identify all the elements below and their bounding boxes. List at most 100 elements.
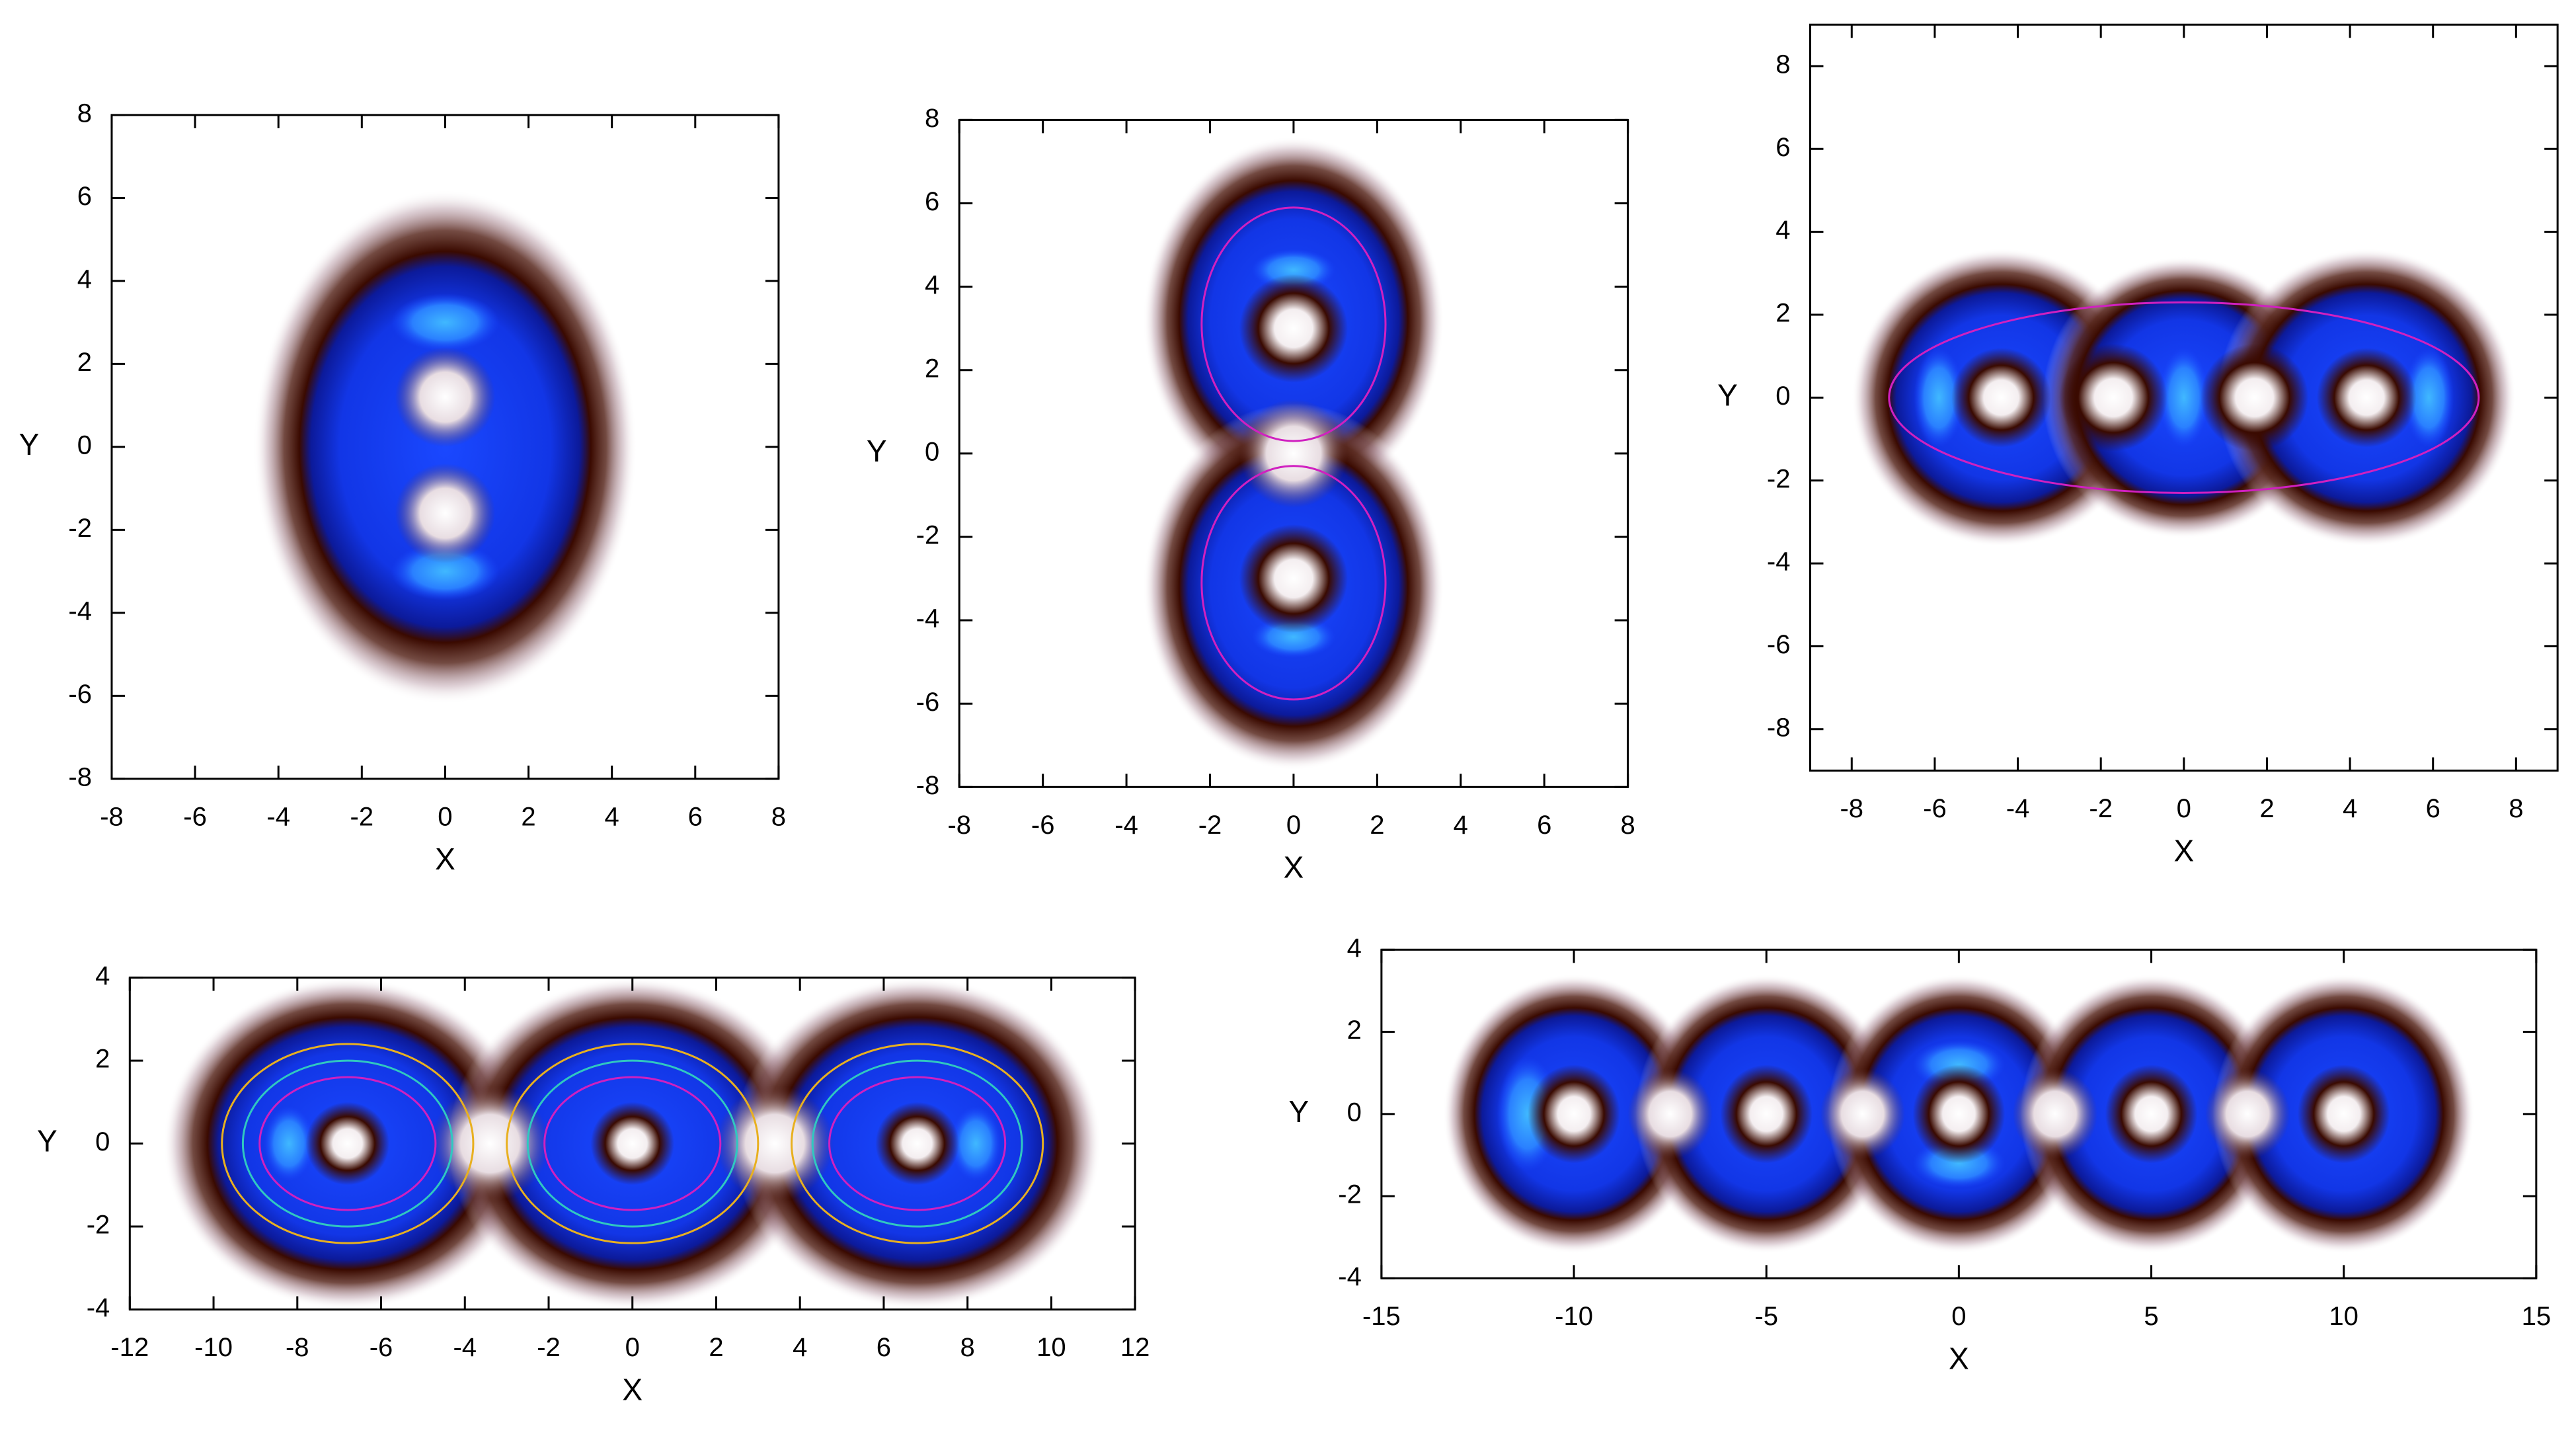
contour (811, 1059, 1023, 1228)
contour (1200, 206, 1387, 442)
y-tick-label: -8 (1767, 713, 1791, 742)
density-blob (253, 189, 637, 704)
x-tick-label: -2 (1198, 811, 1222, 840)
y-tick-label: 4 (925, 270, 939, 300)
x-tick-label: -5 (1754, 1302, 1778, 1331)
density-field (1443, 974, 2475, 1254)
y-tick-label: -4 (1767, 547, 1791, 577)
y-tick-label: -2 (1767, 464, 1791, 493)
density-spot (391, 542, 500, 601)
y-tick-label: 8 (77, 99, 92, 128)
contour (543, 1076, 722, 1211)
density-gap (395, 347, 496, 447)
y-tick-label: -2 (68, 514, 92, 543)
contour (526, 1059, 738, 1228)
x-tick-label: 0 (2177, 794, 2191, 823)
plot: -8 -6 -4 -2 0 2 4 6 8 -8 -6 -4 -2 0 2 4 6 8 X Y (1717, 23, 2559, 868)
density-gap (2012, 1068, 2097, 1160)
y-tick-label: -8 (916, 771, 940, 800)
x-tick-label: 0 (1951, 1302, 1966, 1331)
density-hole (305, 1102, 390, 1186)
x-tick-label: 12 (1120, 1333, 1150, 1362)
density-hole (1912, 1065, 2006, 1164)
x-tick-label: -6 (183, 802, 207, 831)
y-tick-label: 4 (77, 264, 92, 294)
x-tick-label: 4 (605, 802, 619, 831)
x-tick-label: 2 (709, 1333, 723, 1362)
x-tick-label: 8 (960, 1333, 975, 1362)
x-tick-label: -8 (100, 802, 124, 831)
y-axis-label: Y (37, 1124, 58, 1158)
x-tick-label: 6 (2426, 794, 2440, 823)
contour (1888, 301, 2480, 495)
x-tick-label: 8 (2509, 794, 2523, 823)
x-tick-label: 6 (877, 1333, 891, 1362)
y-tick-label: 2 (925, 354, 939, 383)
y-axis-label: Y (19, 427, 40, 462)
y-tick-label: 4 (95, 961, 110, 990)
density-hole (2316, 348, 2417, 448)
density-field (253, 189, 637, 704)
y-tick-label: -6 (1767, 630, 1791, 659)
y-axis-label: Y (1289, 1094, 1309, 1129)
y-tick-label: 2 (95, 1045, 110, 1074)
x-tick-label: 4 (793, 1333, 807, 1362)
x-tick-label: -15 (1362, 1302, 1401, 1331)
density-field (1852, 248, 2517, 547)
density-field (163, 977, 1102, 1310)
x-axis-label: X (1284, 850, 1304, 884)
density-gap (2205, 1068, 2290, 1160)
y-tick-label: 0 (95, 1127, 110, 1156)
contour (828, 1076, 1007, 1211)
contour (241, 1059, 453, 1228)
x-axis-label: X (2173, 834, 2194, 868)
x-tick-label: -2 (350, 802, 374, 831)
x-tick-label: 6 (688, 802, 703, 831)
x-tick-label: 0 (625, 1333, 640, 1362)
y-tick-label: 4 (1347, 934, 1362, 963)
contour (1200, 465, 1387, 701)
x-tick-label: -8 (1840, 794, 1863, 823)
plot: -15 -10 -5 0 5 10 15 -4 -2 0 2 4 X Y (1289, 934, 2552, 1376)
x-tick-label: 2 (2259, 794, 2274, 823)
x-tick-label: 4 (1454, 811, 1468, 840)
density-hole (2059, 343, 2167, 452)
x-tick-label: -8 (947, 811, 971, 840)
y-tick-label: 4 (1776, 216, 1790, 245)
x-tick-label: 0 (1286, 811, 1301, 840)
x-tick-label: -4 (1114, 811, 1138, 840)
x-tick-label: -12 (110, 1333, 149, 1362)
density-spot (1914, 348, 1964, 448)
x-tick-label: -4 (453, 1333, 477, 1362)
density-gap (716, 1085, 834, 1202)
x-tick-label: 8 (771, 802, 786, 831)
plot: -8 -6 -4 -2 0 2 4 6 8 -8 -6 -4 -2 0 2 4 6 8 X Y (19, 99, 786, 877)
x-axis-label: X (435, 842, 455, 876)
y-tick-label: 2 (77, 348, 92, 377)
density-spot (2159, 348, 2209, 448)
y-tick-label: 6 (77, 182, 92, 211)
contour (221, 1043, 475, 1244)
y-tick-label: 0 (1776, 382, 1790, 411)
y-tick-label: 0 (1347, 1098, 1362, 1127)
density-spot (264, 1106, 315, 1182)
density-gap (431, 1085, 549, 1202)
contour (506, 1043, 760, 1244)
density-hole (1720, 1065, 1813, 1164)
density-spot (951, 1106, 1001, 1182)
x-tick-label: -10 (194, 1333, 233, 1362)
plot: -12 -10 -8 -6 -4 -2 0 2 4 6 8 10 12 -4 -2 0 2 4 X Y (37, 961, 1150, 1407)
y-tick-label: -6 (916, 688, 940, 717)
y-tick-label: -4 (68, 596, 92, 625)
x-tick-label: -6 (1923, 794, 1947, 823)
density-hole (2200, 343, 2309, 452)
x-tick-label: 10 (1036, 1333, 1066, 1362)
density-hole (2297, 1065, 2390, 1164)
x-tick-label: 2 (1370, 811, 1384, 840)
y-tick-label: -8 (68, 762, 92, 791)
density-hole (1239, 524, 1348, 633)
y-tick-label: 2 (1776, 299, 1790, 328)
x-tick-label: -8 (286, 1333, 309, 1362)
y-tick-label: 0 (77, 430, 92, 460)
